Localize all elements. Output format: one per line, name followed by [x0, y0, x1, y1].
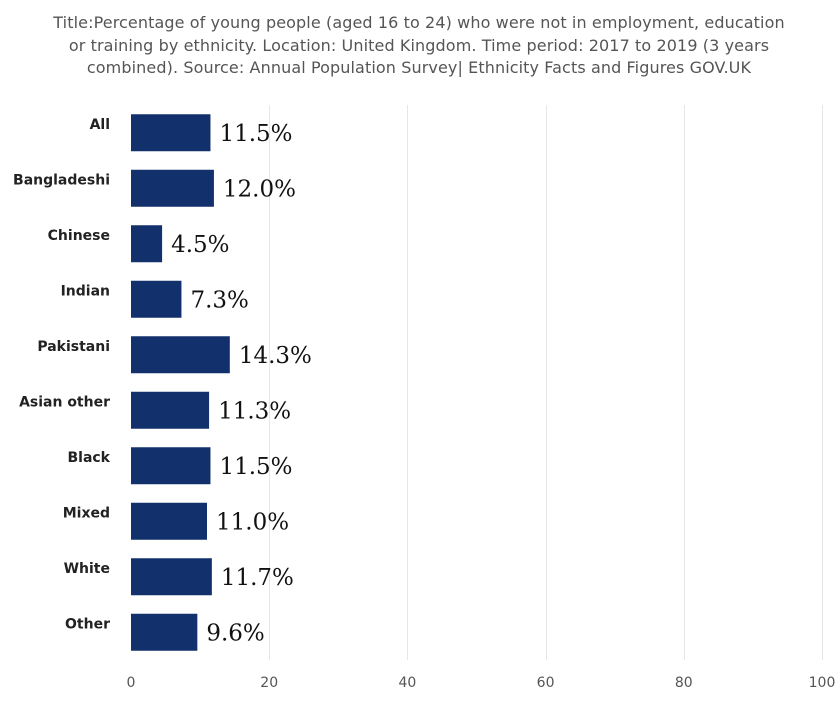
bar — [131, 502, 208, 540]
category-labels: All Bangladeshi Chinese Indian Pakistani Asia… — [13, 117, 111, 633]
data-label: 7.3% — [190, 287, 248, 313]
data-label: 4.5% — [171, 232, 229, 258]
x-tick-label: 0 — [127, 675, 136, 691]
category-label: Bangladeshi — [13, 172, 110, 188]
x-tick-label: 40 — [398, 675, 416, 691]
bar — [131, 114, 211, 152]
data-label: 12.0% — [223, 176, 296, 202]
chart-title-line-1: Title:Percentage of young people (aged 1… — [53, 13, 785, 32]
category-label: White — [64, 561, 110, 577]
bar — [131, 613, 198, 651]
category-label: Mixed — [63, 505, 110, 521]
category-label: Asian other — [19, 394, 110, 410]
bar — [131, 558, 212, 596]
category-label: All — [90, 117, 110, 133]
data-label: 9.6% — [206, 620, 264, 646]
gridlines — [269, 105, 823, 660]
data-label: 11.5% — [219, 454, 292, 480]
chart-title-line-3: combined). Source: Annual Population Sur… — [86, 58, 752, 77]
bar — [131, 225, 163, 263]
bar — [131, 336, 230, 374]
data-label: 11.0% — [216, 509, 289, 535]
category-label: Indian — [61, 283, 110, 299]
chart-title-line-2: or training by ethnicity. Location: Unit… — [68, 35, 770, 55]
bar — [131, 447, 211, 485]
x-axis-tick-labels: 0 20 40 60 80 100 — [127, 675, 836, 691]
data-label: 11.5% — [219, 121, 292, 147]
x-tick-label: 100 — [809, 675, 836, 691]
bars — [131, 114, 230, 651]
category-label: Chinese — [48, 228, 110, 244]
chart-title: Title:Percentage of young people (aged 1… — [0, 12, 838, 80]
x-tick-label: 60 — [537, 675, 555, 691]
bar — [131, 169, 214, 207]
data-label: 11.3% — [218, 398, 291, 424]
data-label: 14.3% — [239, 343, 312, 369]
x-tick-label: 20 — [260, 675, 278, 691]
category-label: Other — [65, 616, 110, 632]
data-labels: 11.5% 12.0% 4.5% 7.3% 14.3% 11.3% 11.5% 11.0% 11… — [171, 121, 312, 647]
bar — [131, 391, 210, 429]
x-tick-label: 80 — [675, 675, 693, 691]
bar — [131, 280, 182, 318]
category-label: Black — [67, 450, 110, 466]
category-label: Pakistani — [37, 339, 110, 355]
data-label: 11.7% — [221, 565, 294, 591]
